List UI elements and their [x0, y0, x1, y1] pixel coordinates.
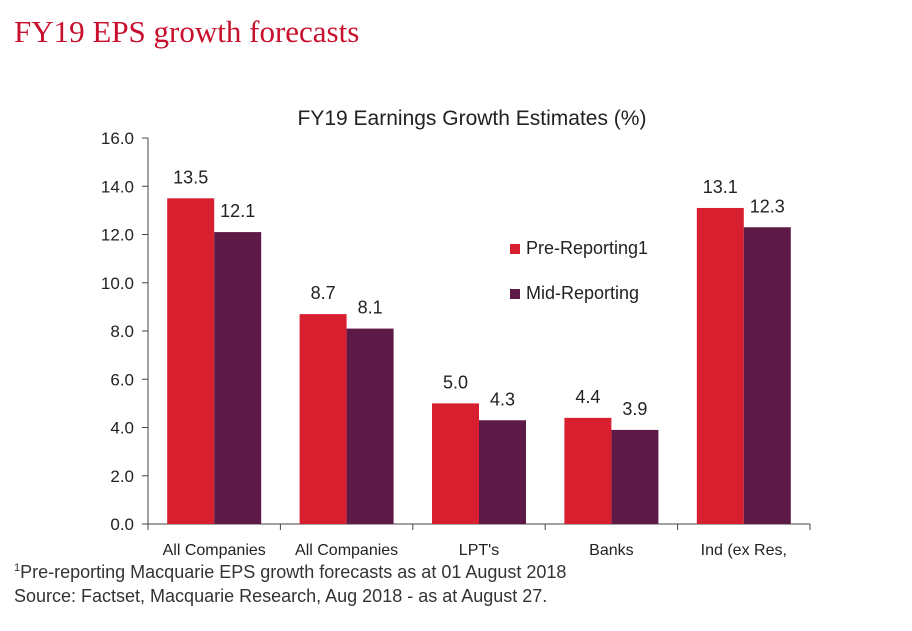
- data-label: 12.1: [220, 201, 255, 221]
- data-label: 12.3: [750, 196, 785, 216]
- bar-mid-reporting: [743, 227, 791, 524]
- y-tick-label: 14.0: [101, 177, 134, 196]
- data-label: 4.4: [575, 387, 600, 407]
- bar-mid-reporting: [611, 429, 659, 524]
- footnote-marker: 1: [14, 562, 21, 574]
- x-category-label: LPT's: [459, 542, 499, 559]
- footnote-source: Source: Factset, Macquarie Research, Aug…: [14, 586, 548, 606]
- y-tick-label: 4.0: [110, 419, 134, 438]
- bar-pre-reporting: [299, 314, 347, 524]
- bar-pre-reporting: [167, 198, 215, 524]
- data-label: 8.7: [311, 283, 336, 303]
- y-tick-label: 6.0: [110, 370, 134, 389]
- x-category-label: All Companies: [163, 542, 266, 559]
- y-tick-label: 2.0: [110, 467, 134, 486]
- legend-swatch: [510, 289, 520, 299]
- x-category-label: All Companies: [295, 542, 398, 559]
- data-label: 5.0: [443, 372, 468, 392]
- bar-mid-reporting: [479, 420, 526, 524]
- data-label: 13.5: [173, 167, 208, 187]
- bar-pre-reporting: [564, 417, 612, 524]
- x-category-label: Ind (ex Res,: [701, 542, 787, 559]
- legend-swatch: [510, 244, 520, 254]
- chart-bars: 13.5 12.1 8.7 8.1 5.0 4.3 4.4 3.9 13.1 12.3: [167, 167, 791, 524]
- legend-label: Pre-Reporting1: [526, 238, 648, 258]
- chart-legend: Pre-Reporting1 Mid-Reporting: [510, 238, 648, 303]
- x-category-label: Banks: [589, 542, 633, 559]
- footnote-text: Pre-reporting Macquarie EPS growth forec…: [20, 562, 567, 582]
- y-tick-label: 16.0: [101, 129, 134, 148]
- bar-pre-reporting: [432, 403, 479, 524]
- legend-label: Mid-Reporting: [526, 283, 639, 303]
- chart-axes: 0.0 2.0 4.0 6.0 8.0 10.0 12.0 14.0 16.0 All Compa…: [101, 129, 811, 559]
- chart-title: FY19 Earnings Growth Estimates (%): [298, 107, 647, 130]
- data-label: 13.1: [703, 177, 738, 197]
- data-label: 8.1: [358, 298, 383, 318]
- data-label: 4.3: [490, 389, 515, 409]
- bar-pre-reporting: [696, 207, 744, 524]
- footnote-note: 1Pre-reporting Macquarie EPS growth fore…: [14, 562, 566, 583]
- y-tick-label: 8.0: [110, 322, 134, 341]
- y-tick-label: 10.0: [101, 274, 134, 293]
- y-tick-label: 12.0: [101, 226, 134, 245]
- bar-mid-reporting: [214, 232, 262, 524]
- y-tick-label: 0.0: [110, 515, 134, 534]
- page-title: FY19 EPS growth forecasts: [14, 14, 360, 49]
- data-label: 3.9: [622, 399, 647, 419]
- bar-mid-reporting: [346, 328, 394, 524]
